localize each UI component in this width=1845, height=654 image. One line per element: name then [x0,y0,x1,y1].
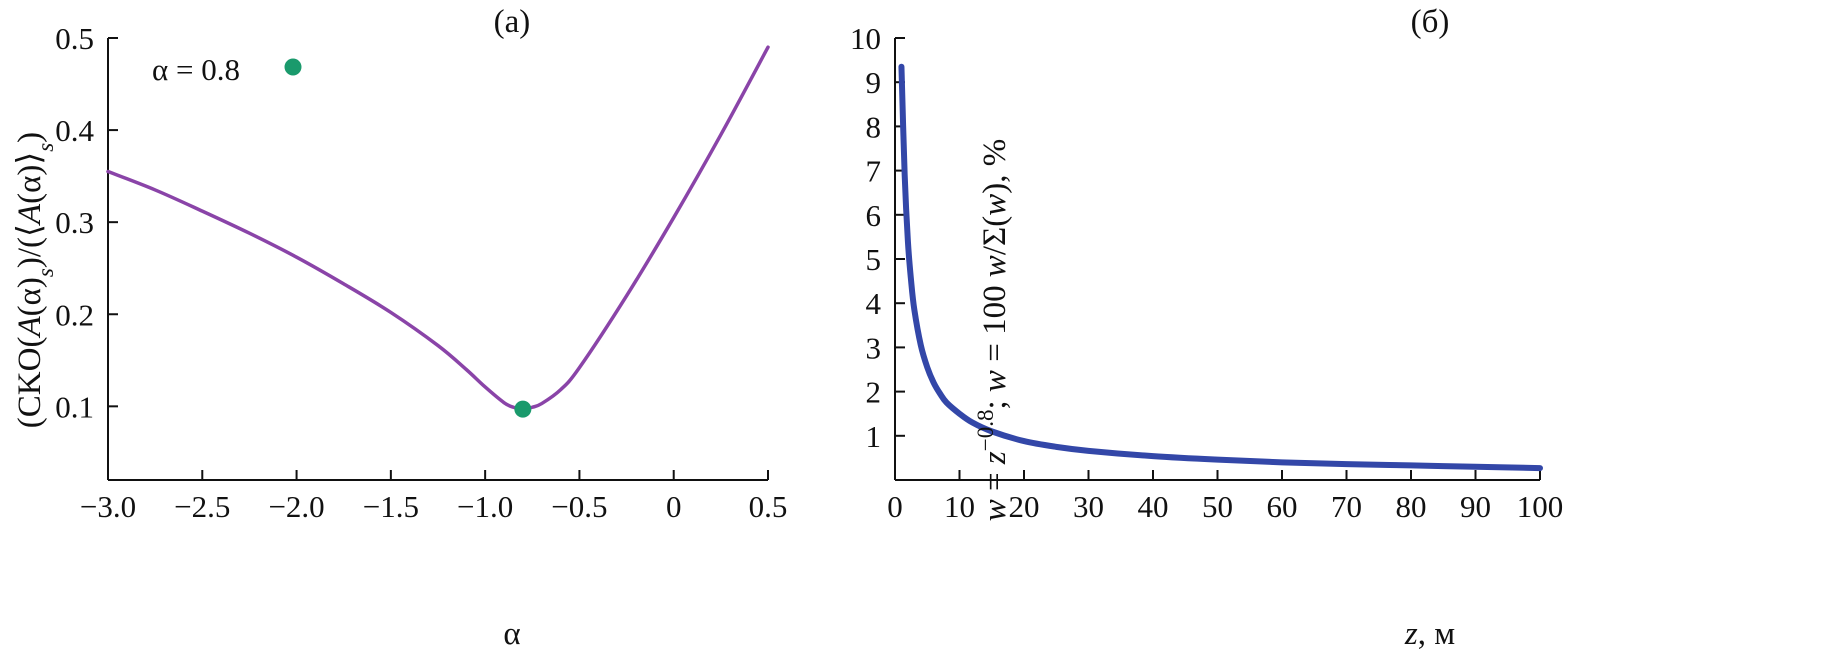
panel-b-chart: (б) 0 10 20 30 40 50 60 70 80 90 100 1 2 3 4 5 6 7 8 9 10 w … [850,4,1563,652]
legend-label: α = 0.8 [152,52,240,87]
panel-b-xlabel: z, м [1404,616,1455,652]
b-x-tick-label: 50 [1202,489,1233,524]
a-x-tick-label: −2.0 [268,489,324,524]
panel-b-title: (б) [1411,4,1450,40]
a-x-tick-label: −2.5 [174,489,230,524]
a-minimum-point [514,400,532,418]
a-x-tick-label: −1.5 [363,489,419,524]
a-series-line-0 [106,45,770,411]
b-y-tick-label: 10 [850,21,881,56]
b-y-tick-label: 5 [866,242,882,277]
panel-a-legend: α = 0.8 [152,52,302,87]
b-x-tick-label: 60 [1267,489,1298,524]
b-x-tick-label: 20 [1009,489,1040,524]
panel-a-axes [107,38,768,481]
panel-b-series [898,63,1543,472]
b-y-tick-label: 6 [866,198,882,233]
b-y-tick-label: 3 [866,330,882,365]
b-x-tick-label: 0 [887,489,903,524]
a-y-tick-label: 0.3 [55,205,94,240]
b-y-tick-label: 8 [866,109,882,144]
b-y-tick-label: 2 [866,375,882,410]
b-x-tick-label: 10 [944,489,975,524]
panel-a-title: (a) [494,4,531,40]
b-series-line-0 [898,63,1543,472]
a-y-tick-label: 0.4 [55,113,94,148]
b-y-tick-label: 7 [866,154,882,189]
b-x-tick-label: 90 [1460,489,1491,524]
b-x-tick-label: 80 [1396,489,1427,524]
panel-a-xlabel: α [503,616,520,652]
a-y-tick-label: 0.2 [55,297,94,332]
a-x-tick-label: −0.5 [551,489,607,524]
panel-b-ylabel: w = z−0.8; w = 100 w/Σ(w), % [973,139,1014,521]
a-x-tick-label: −3.0 [80,489,136,524]
a-x-tick-label: −1.0 [457,489,513,524]
a-y-tick-label: 0.5 [55,21,94,56]
a-x-tick-label: 0.5 [749,489,788,524]
panel-a-ylabel: (CKO(A(α)s)/(⟨A(α)⟩s) [12,132,58,428]
panel-a-series [106,45,770,418]
b-x-tick-label: 100 [1517,489,1564,524]
legend-marker [284,58,302,76]
a-x-tick-label: 0 [666,489,682,524]
b-x-tick-label: 30 [1073,489,1104,524]
b-y-tick-label: 4 [866,286,882,321]
b-x-tick-label: 40 [1138,489,1169,524]
b-x-tick-label: 70 [1331,489,1362,524]
panel-a-chart: (a) −3.0 −2.5 −2.0 −1.5 −1.0 −0.5 0 0.5 0.1 0.2 0.… [12,4,787,652]
panel-a-ticks: −3.0 −2.5 −2.0 −1.5 −1.0 −0.5 0 0.5 0.1 0.2 0.3 0.4… [55,21,787,524]
panel-b-ticks: 0 10 20 30 40 50 60 70 80 90 100 1 2 3 4 5 6 7 8 9 10 [850,21,1563,524]
b-y-tick-label: 1 [866,419,882,454]
a-y-tick-label: 0.1 [55,389,94,424]
b-y-tick-label: 9 [866,65,882,100]
